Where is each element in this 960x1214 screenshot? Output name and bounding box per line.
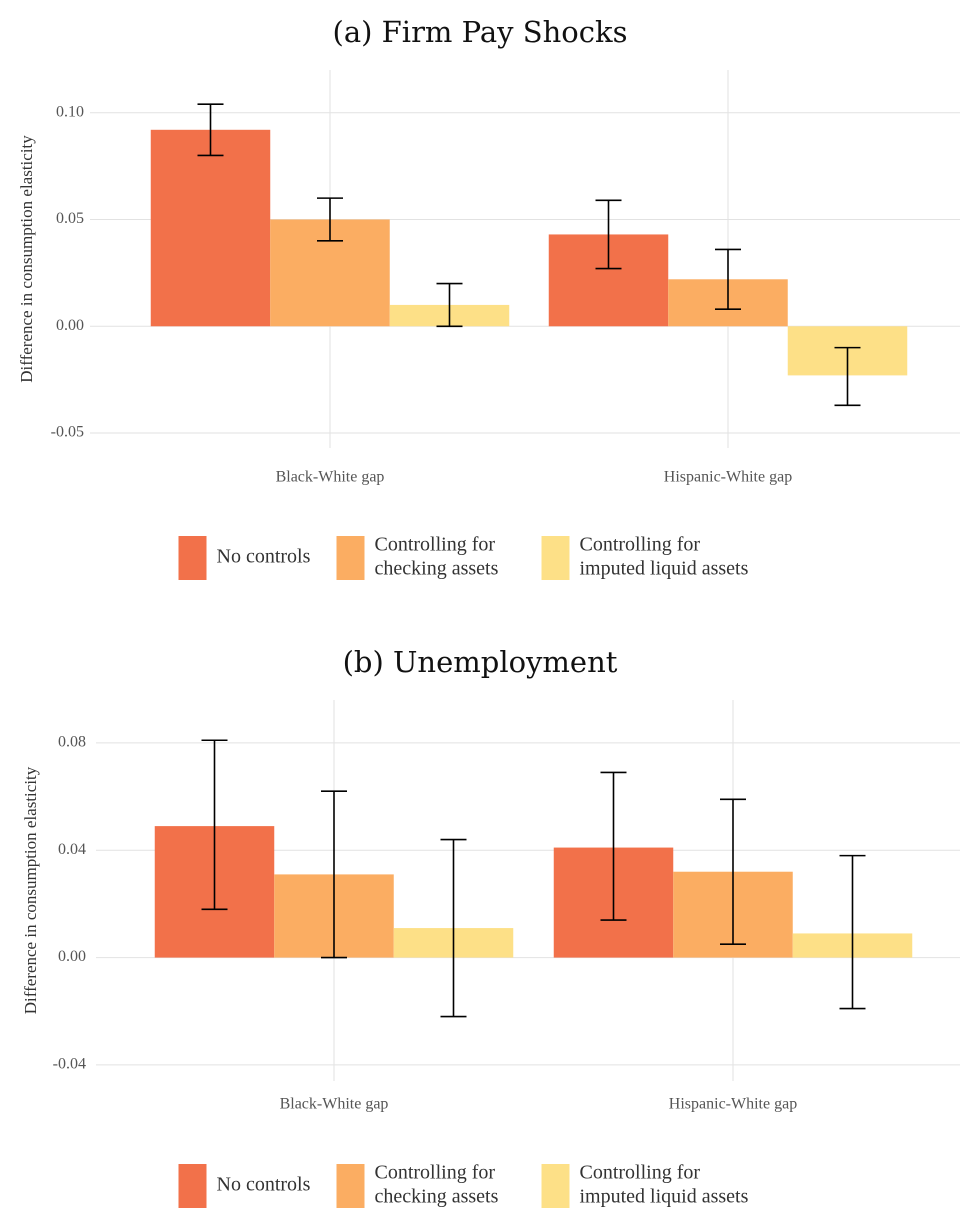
legend-swatch (179, 536, 207, 580)
legend-swatch (337, 1164, 365, 1208)
panel-title: (b) Unemployment (343, 645, 618, 679)
legend-label: Controlling for (580, 1162, 701, 1184)
legend-swatch (542, 1164, 570, 1208)
x-tick-label: Black-White gap (276, 469, 385, 486)
legend-label: Controlling for (375, 534, 496, 556)
legend-swatch (337, 536, 365, 580)
chart-panel-a: (a) Firm Pay Shocks -0.05 0.00 0.05 0.10 Diff… (17, 15, 960, 580)
legend-label: imputed liquid assets (580, 1186, 749, 1208)
legend-label: imputed liquid assets (580, 558, 749, 580)
panel-title: (a) Firm Pay Shocks (333, 15, 628, 49)
chart-panel-b: (b) Unemployment -0.04 0.00 0.04 0.08 Differe… (21, 645, 960, 1208)
legend-label: Controlling for (375, 1162, 496, 1184)
y-tick-label: 0.04 (58, 841, 86, 858)
y-tick-label: 0.00 (56, 317, 84, 334)
y-tick-label: 0.00 (58, 948, 86, 965)
y-tick-label: 0.05 (56, 210, 84, 227)
y-tick-label: 0.10 (56, 103, 84, 120)
y-axis-label: Difference in consumption elasticity (21, 766, 40, 1014)
legend-swatch (179, 1164, 207, 1208)
legend-label: No controls (217, 546, 311, 568)
x-tick-label: Hispanic-White gap (669, 1096, 797, 1113)
x-tick-label: Hispanic-White gap (664, 469, 792, 486)
y-tick-label: -0.05 (51, 424, 84, 441)
legend-item: No controls (179, 1164, 311, 1208)
x-tick-label: Black-White gap (280, 1096, 389, 1113)
bar (151, 130, 271, 326)
legend-label: No controls (217, 1174, 311, 1196)
y-tick-label: 0.08 (58, 734, 86, 751)
legend-label: Controlling for (580, 534, 701, 556)
y-axis-label: Difference in consumption elasticity (17, 135, 36, 383)
legend-swatch (542, 536, 570, 580)
y-tick-label: -0.04 (53, 1056, 86, 1073)
legend-item: No controls (179, 536, 311, 580)
legend-label: checking assets (375, 558, 499, 580)
legend-label: checking assets (375, 1186, 499, 1208)
